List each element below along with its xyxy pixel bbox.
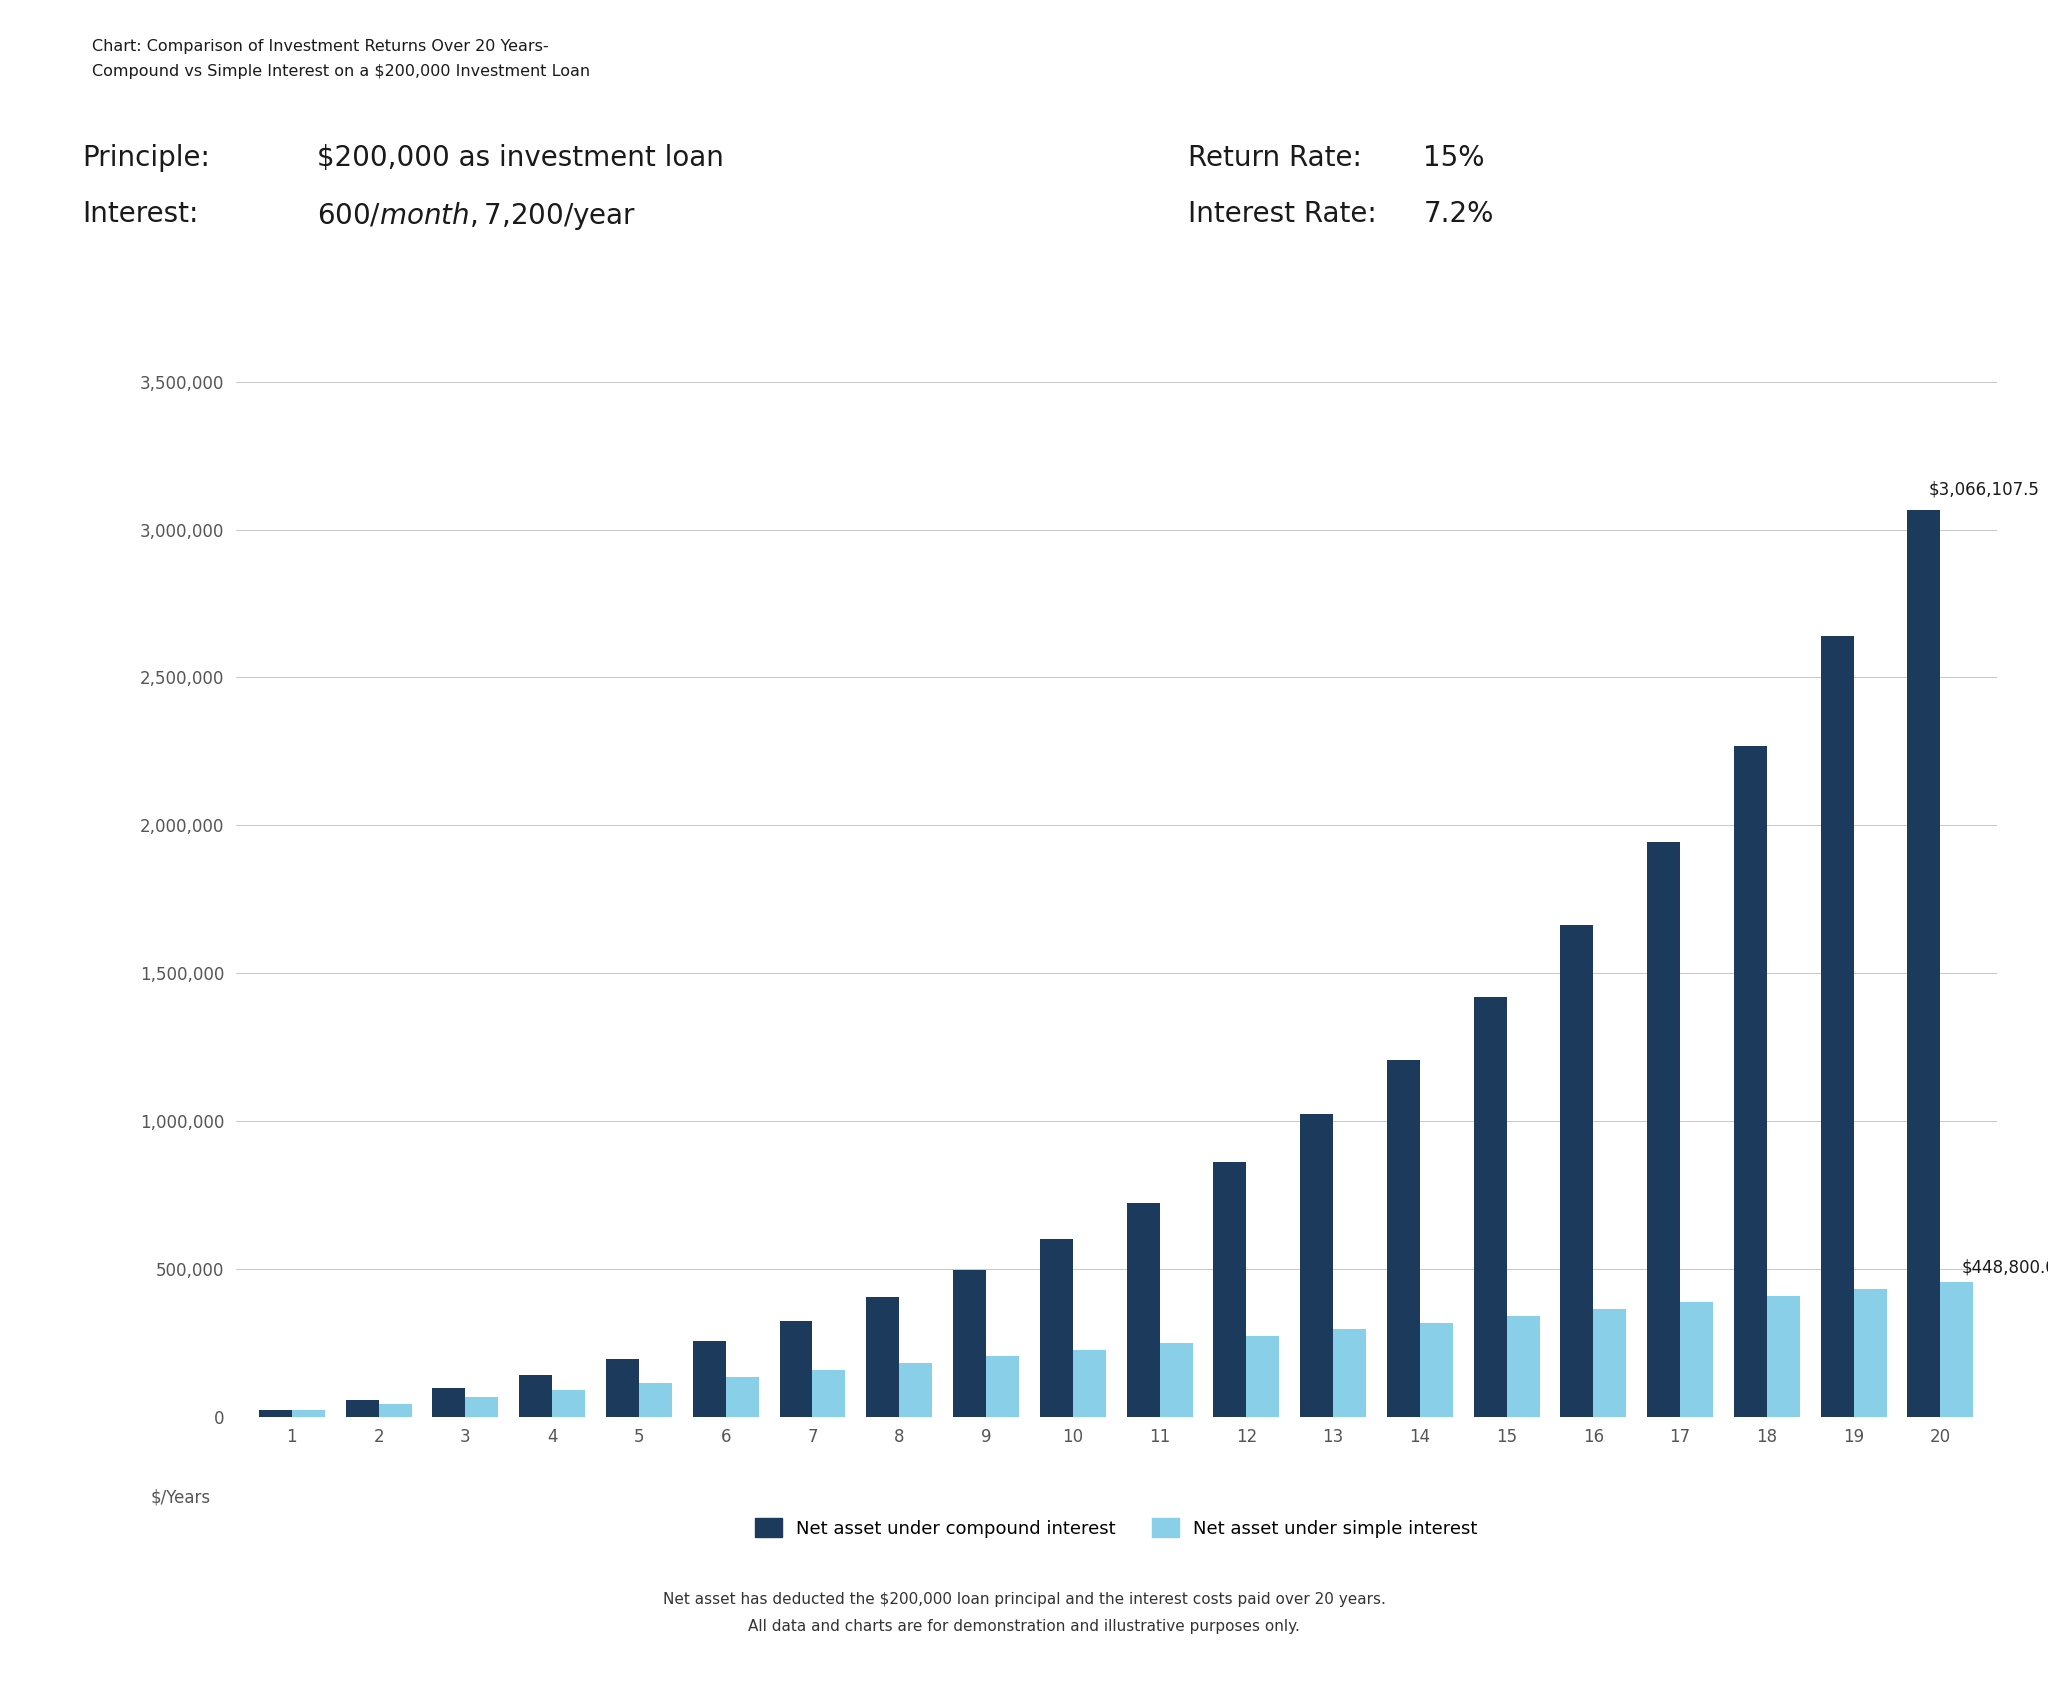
- Bar: [1333, 1329, 1366, 1417]
- Bar: [293, 1410, 326, 1417]
- Text: Interest:: Interest:: [82, 200, 199, 227]
- Bar: [1507, 1315, 1540, 1417]
- Bar: [1853, 1288, 1886, 1417]
- Bar: [1821, 636, 1853, 1417]
- Bar: [346, 1400, 379, 1417]
- Text: $200,000 as investment loan: $200,000 as investment loan: [317, 144, 725, 171]
- Bar: [1040, 1239, 1073, 1417]
- Text: Net asset has deducted the $200,000 loan principal and the interest costs paid o: Net asset has deducted the $200,000 loan…: [664, 1592, 1384, 1607]
- Bar: [465, 1397, 498, 1417]
- Bar: [1300, 1115, 1333, 1417]
- Bar: [780, 1320, 813, 1417]
- Bar: [1126, 1203, 1159, 1417]
- Bar: [1386, 1059, 1419, 1417]
- Bar: [1159, 1342, 1192, 1417]
- Bar: [1247, 1336, 1280, 1417]
- Text: Return Rate:: Return Rate:: [1188, 144, 1362, 171]
- Bar: [258, 1410, 293, 1417]
- Text: $/Years: $/Years: [152, 1488, 211, 1507]
- Text: Chart: Comparison of Investment Returns Over 20 Years-: Chart: Comparison of Investment Returns …: [92, 39, 549, 54]
- Bar: [1475, 996, 1507, 1417]
- Bar: [520, 1375, 553, 1417]
- Text: $448,800.0: $448,800.0: [1962, 1257, 2048, 1276]
- Bar: [1593, 1308, 1626, 1417]
- Text: All data and charts are for demonstration and illustrative purposes only.: All data and charts are for demonstratio…: [748, 1619, 1300, 1634]
- Text: Compound vs Simple Interest on a $200,000 Investment Loan: Compound vs Simple Interest on a $200,00…: [92, 64, 590, 80]
- Bar: [1212, 1162, 1247, 1417]
- Bar: [1419, 1322, 1452, 1417]
- Bar: [1939, 1283, 1974, 1417]
- Bar: [813, 1369, 846, 1417]
- Bar: [866, 1297, 899, 1417]
- Bar: [1735, 747, 1767, 1417]
- Bar: [1679, 1302, 1712, 1417]
- Bar: [1767, 1295, 1800, 1417]
- Bar: [553, 1390, 586, 1417]
- Bar: [432, 1388, 465, 1417]
- Text: Principle:: Principle:: [82, 144, 209, 171]
- Text: 7.2%: 7.2%: [1423, 200, 1493, 227]
- Bar: [1907, 511, 1939, 1417]
- Text: $3,066,107.5: $3,066,107.5: [1929, 480, 2040, 499]
- Text: $600/month, $7,200/year: $600/month, $7,200/year: [317, 200, 637, 232]
- Bar: [1073, 1349, 1106, 1417]
- Text: Interest Rate:: Interest Rate:: [1188, 200, 1376, 227]
- Bar: [1561, 925, 1593, 1417]
- Bar: [1647, 842, 1679, 1417]
- Bar: [606, 1359, 639, 1417]
- Bar: [639, 1383, 672, 1417]
- Bar: [725, 1376, 758, 1417]
- Bar: [692, 1341, 725, 1417]
- Text: 15%: 15%: [1423, 144, 1485, 171]
- Bar: [985, 1356, 1020, 1417]
- Bar: [899, 1363, 932, 1417]
- Bar: [952, 1269, 985, 1417]
- Bar: [379, 1403, 412, 1417]
- Legend: Net asset under compound interest, Net asset under simple interest: Net asset under compound interest, Net a…: [748, 1510, 1485, 1544]
